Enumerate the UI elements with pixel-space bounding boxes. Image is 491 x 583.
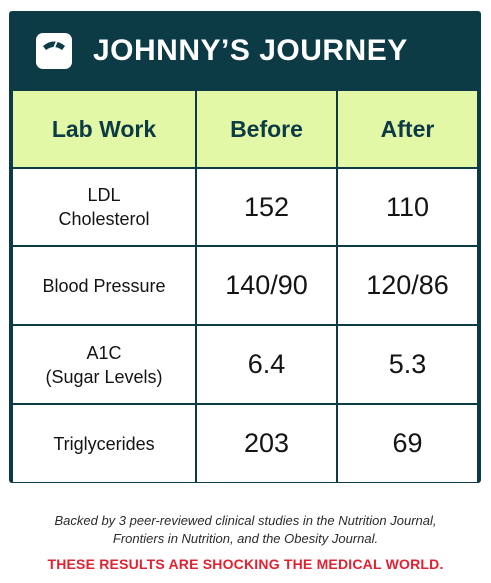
row-label-line: A1C — [86, 342, 122, 363]
column-header-after: After — [338, 91, 477, 167]
row-label-blood-pressure: Blood Pressure — [13, 247, 195, 324]
lab-results-table: Lab Work Before After LDL Cholesterol 15… — [13, 91, 477, 482]
column-header-before: Before — [197, 91, 336, 167]
row-label-line: Cholesterol — [58, 209, 150, 229]
row-label-ldl: LDL Cholesterol — [13, 169, 195, 245]
column-header-lab-work: Lab Work — [13, 91, 195, 167]
before-value-ldl: 152 — [197, 169, 336, 245]
row-label-line: (Sugar Levels) — [45, 366, 163, 387]
row-label-a1c: A1C (Sugar Levels) — [13, 326, 195, 403]
results-card: JOHNNY’S JOURNEY Lab Work Before After L… — [9, 11, 481, 483]
row-label-line: LDL — [87, 185, 121, 205]
after-value-blood-pressure: 120/86 — [338, 247, 477, 324]
card-header: JOHNNY’S JOURNEY — [9, 11, 481, 91]
after-value-a1c: 5.3 — [338, 326, 477, 403]
before-value-blood-pressure: 140/90 — [197, 247, 336, 324]
scale-icon — [36, 33, 72, 69]
row-label-line: Triglycerides — [53, 433, 155, 454]
footnote-line: Frontiers in Nutrition, and the Obesity … — [112, 531, 379, 546]
row-label-triglycerides: Triglycerides — [13, 405, 195, 482]
before-value-triglycerides: 203 — [197, 405, 336, 482]
footnote-line: Backed by 3 peer-reviewed clinical studi… — [54, 513, 437, 528]
alert-banner-text: THESE RESULTS ARE SHOCKING THE MEDICAL W… — [47, 556, 444, 572]
after-value-triglycerides: 69 — [338, 405, 477, 482]
before-value-a1c: 6.4 — [197, 326, 336, 403]
card-title: JOHNNY’S JOURNEY — [93, 34, 408, 67]
row-label-line: Blood Pressure — [42, 275, 166, 296]
after-value-ldl: 110 — [338, 169, 477, 245]
studies-footnote: Backed by 3 peer-reviewed clinical studi… — [0, 512, 491, 548]
